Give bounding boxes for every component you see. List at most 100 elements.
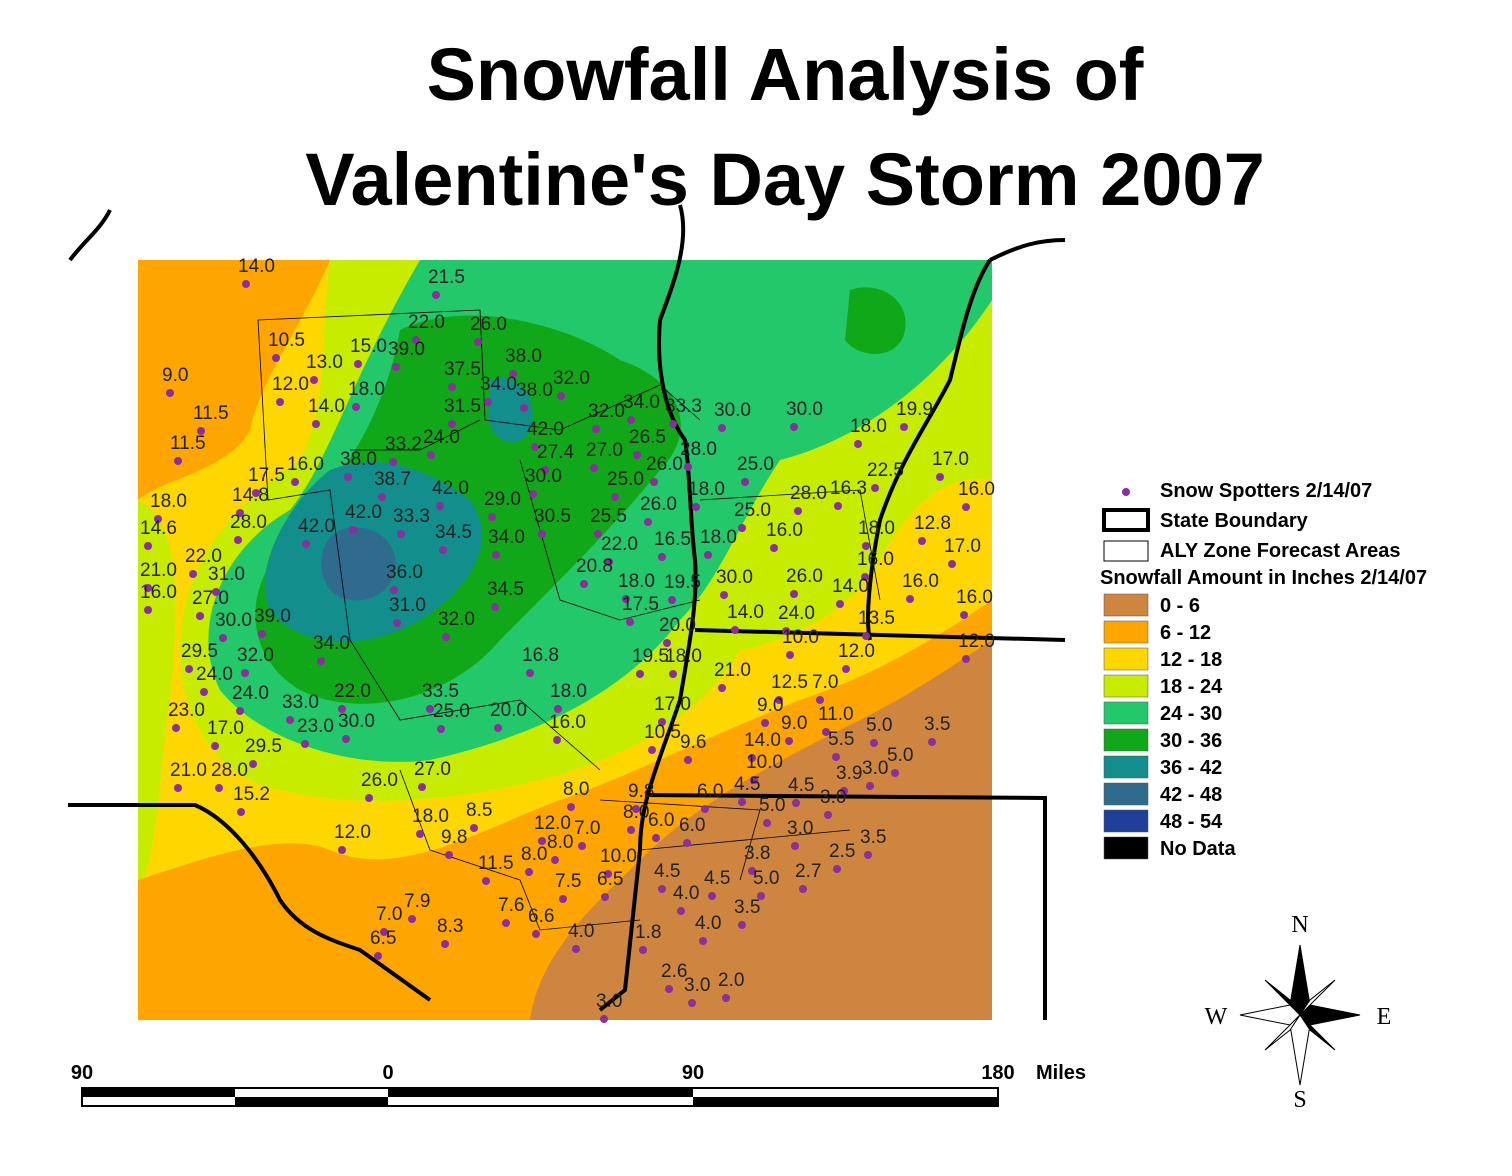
spotter-dot [144, 542, 152, 550]
spotter-dot [669, 670, 677, 678]
spotter-label: 3.5 [734, 897, 760, 918]
spotter-dot [684, 463, 692, 471]
spotter-label: 4.5 [654, 861, 680, 882]
spotter-label: 6.0 [679, 815, 705, 836]
spotter-label: 9.8 [441, 827, 467, 848]
spotter-dot [492, 551, 500, 559]
spotter-dot [794, 507, 802, 515]
spotter-dot [436, 502, 444, 510]
spotter-dot [445, 851, 453, 859]
spotter-dot [189, 570, 197, 578]
snowfall-field [138, 260, 993, 1020]
spotter-dot [738, 798, 746, 806]
spotter-dot [658, 553, 666, 561]
scale-label: 90 [682, 1062, 704, 1084]
spotter-dot [757, 892, 765, 900]
spotter-dot [611, 493, 619, 501]
spotter-label: 3.0 [820, 787, 846, 808]
spotter-label: 8.0 [521, 844, 547, 865]
spotter-dot [237, 808, 245, 816]
spotter-label: 15.0 [350, 336, 387, 357]
spotter-label: 3.5 [924, 714, 950, 735]
spotter-label: 19.5 [664, 572, 701, 593]
spotter-dot [840, 787, 848, 795]
zone-boundaries [257, 309, 881, 931]
legend-label: 36 - 42 [1160, 757, 1222, 779]
scale-label: 180 [981, 1062, 1014, 1084]
compass: N S E W [1205, 912, 1392, 1113]
spotter-label: 3.0 [684, 975, 710, 996]
spotter-label: 18.0 [150, 491, 187, 512]
spotter-label: 10.0 [746, 752, 783, 773]
spotter-label: 38.0 [505, 346, 542, 367]
spotter-label: 14.6 [140, 518, 177, 539]
legend-label: 18 - 24 [1160, 676, 1223, 698]
spotter-label: 26.5 [629, 427, 666, 448]
spotter-dot [648, 746, 656, 754]
spotter-dot [197, 427, 205, 435]
spotter-dot [928, 738, 936, 746]
spotter-dot [862, 542, 870, 550]
legend-label: 12 - 18 [1160, 649, 1222, 671]
spotter-dot [393, 619, 401, 627]
spotter-dot [390, 586, 398, 594]
spotter-label: 39.0 [254, 606, 291, 627]
spotter-label: 26.0 [640, 494, 677, 515]
spotter-label: 28.0 [211, 760, 248, 781]
spotter-dot [441, 940, 449, 948]
spotter-label: 34.0 [480, 374, 517, 395]
spotter-dot [871, 484, 879, 492]
spotter-label: 31.0 [389, 595, 426, 616]
spotter-label: 8.0 [623, 802, 649, 823]
spotter-label: 31.0 [208, 564, 245, 585]
legend-swatch [1103, 782, 1149, 806]
spotter-dot [580, 580, 588, 588]
spotter-dot [219, 634, 227, 642]
spotter-dot [166, 389, 174, 397]
spotter-label: 10.0 [600, 846, 637, 867]
spotter-label: 38.0 [340, 449, 377, 470]
spotter-label: 18.0 [700, 527, 737, 548]
spotter-label: 9.0 [757, 695, 783, 716]
spotter-dot [775, 696, 783, 704]
spotter-label: 9.0 [162, 365, 188, 386]
spotter-dot [626, 618, 634, 626]
spotter-dot [349, 526, 357, 534]
spotter-dot [374, 952, 382, 960]
spotter-label: 18.0 [412, 806, 449, 827]
spotter-label: 9.0 [781, 713, 807, 734]
spotter-dot [174, 784, 182, 792]
spotter-label: 23.0 [297, 716, 334, 737]
spotter-dot [215, 784, 223, 792]
spotter-dot [627, 416, 635, 424]
spotter-label: 16.0 [902, 571, 939, 592]
spotter-label: 17.5 [248, 465, 285, 486]
spotter-label: 28.0 [680, 439, 717, 460]
spotter-dot [212, 588, 220, 596]
legend-swatch [1103, 674, 1149, 698]
spotter-label: 17.5 [622, 594, 659, 615]
spotter-label: 42.0 [345, 502, 382, 523]
spotter-label: 20.0 [490, 700, 527, 721]
spotter-dot [627, 826, 635, 834]
spotter-dot [578, 842, 586, 850]
spotter-label: 34.0 [313, 633, 350, 654]
scale-unit: Miles [1036, 1062, 1086, 1084]
legend-swatch [1102, 508, 1150, 532]
spotter-dot [286, 716, 294, 724]
spotter-dot [567, 803, 575, 811]
legend-label: 0 - 6 [1160, 595, 1200, 617]
spotter-dot [962, 503, 970, 511]
spotter-label: 18.0 [850, 416, 887, 437]
spotter-dot [604, 870, 612, 878]
spotter-dot [392, 363, 400, 371]
spotter-dot [722, 994, 730, 1002]
spotter-label: 27.0 [192, 588, 229, 609]
spotter-label: 22.0 [408, 312, 445, 333]
spotter-dot [559, 895, 567, 903]
spotter-label: 7.5 [555, 871, 581, 892]
spotter-dot [242, 280, 250, 288]
spotter-label: 28.0 [230, 512, 267, 533]
spotter-label: 12.0 [334, 822, 371, 843]
spotter-label: 6.5 [370, 928, 396, 949]
